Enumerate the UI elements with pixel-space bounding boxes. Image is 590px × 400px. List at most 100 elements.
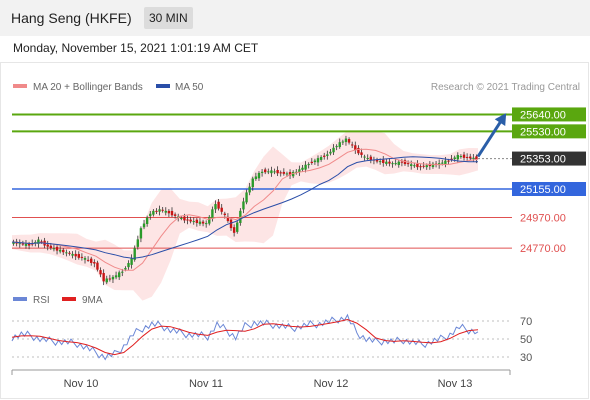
level-tag-resistance bbox=[512, 107, 586, 122]
candle bbox=[354, 141, 357, 154]
candle bbox=[257, 171, 261, 182]
candle bbox=[332, 144, 335, 156]
legend-swatch-ma50 bbox=[156, 84, 170, 88]
candle bbox=[192, 217, 195, 225]
candle-body bbox=[313, 160, 317, 163]
candle-body bbox=[229, 219, 233, 229]
candle bbox=[273, 168, 276, 175]
candle bbox=[93, 259, 96, 268]
candle-body bbox=[102, 272, 105, 282]
candle-body bbox=[382, 159, 385, 164]
candle bbox=[167, 209, 171, 217]
candle bbox=[400, 158, 404, 167]
candle bbox=[145, 215, 149, 227]
candle-body bbox=[282, 171, 286, 174]
candle bbox=[251, 176, 254, 191]
candle-body bbox=[332, 147, 335, 153]
candle-body bbox=[158, 209, 161, 212]
candle bbox=[391, 161, 394, 168]
candle-body bbox=[431, 163, 435, 168]
candle-body bbox=[108, 278, 112, 280]
level-label-support: 24770.00 bbox=[520, 243, 566, 255]
candle-body bbox=[248, 186, 251, 193]
level-label-resistance: 25640.00 bbox=[520, 109, 566, 121]
candle-body bbox=[391, 163, 394, 165]
candles bbox=[12, 135, 478, 286]
candle-body bbox=[316, 158, 320, 163]
candle-body bbox=[406, 163, 410, 165]
candle bbox=[130, 254, 133, 269]
candle-body bbox=[226, 216, 230, 222]
candle-body bbox=[180, 218, 183, 220]
candle bbox=[46, 240, 49, 251]
candle-body bbox=[419, 166, 422, 168]
candle-body bbox=[139, 228, 143, 239]
interval-button[interactable]: 30 MIN bbox=[144, 7, 193, 29]
candle-body bbox=[291, 171, 295, 177]
candle-body bbox=[360, 152, 363, 155]
candle bbox=[65, 249, 68, 257]
candle bbox=[142, 219, 146, 230]
candle-body bbox=[375, 159, 379, 162]
candle bbox=[149, 210, 152, 220]
level-tag-resistance bbox=[512, 124, 586, 139]
candle bbox=[316, 155, 320, 167]
candle bbox=[52, 244, 56, 252]
candle-body bbox=[354, 145, 357, 151]
candle-body bbox=[167, 210, 171, 214]
candle-body bbox=[136, 239, 140, 247]
candle-body bbox=[214, 204, 217, 210]
candle bbox=[319, 155, 323, 162]
candle-body bbox=[270, 170, 273, 174]
candle-body bbox=[276, 169, 279, 174]
candle-body bbox=[456, 155, 460, 160]
forecast-arrow-shaft bbox=[476, 115, 506, 158]
candle-body bbox=[208, 216, 211, 224]
ma20-line bbox=[11, 148, 479, 271]
candle bbox=[180, 216, 183, 221]
candle-body bbox=[198, 221, 202, 224]
chart-datetime: Monday, November 15, 2021 1:01:19 AM CET bbox=[13, 41, 259, 55]
candle bbox=[214, 200, 217, 214]
candle bbox=[152, 209, 155, 217]
candle bbox=[295, 169, 298, 175]
moving-averages bbox=[11, 148, 479, 271]
candle-body bbox=[12, 241, 15, 244]
legend-label-rsi: RSI bbox=[33, 295, 50, 306]
candle bbox=[313, 158, 317, 165]
candle-body bbox=[295, 171, 298, 173]
x-tick-label: Nov 13 bbox=[438, 378, 473, 390]
candle bbox=[307, 162, 310, 169]
candle bbox=[276, 166, 279, 177]
candle bbox=[127, 260, 130, 270]
candle-body bbox=[130, 258, 133, 265]
candle-body bbox=[285, 173, 289, 175]
candle-body bbox=[217, 201, 220, 209]
candle bbox=[155, 208, 158, 215]
candle-body bbox=[155, 210, 158, 212]
candle bbox=[68, 250, 71, 256]
candle-body bbox=[378, 161, 382, 163]
candle bbox=[263, 167, 267, 175]
candle-body bbox=[450, 158, 453, 160]
candle bbox=[189, 216, 192, 224]
candle bbox=[83, 256, 87, 264]
candle-body bbox=[394, 163, 397, 165]
candle-body bbox=[410, 164, 413, 166]
candle-body bbox=[329, 151, 332, 154]
candle bbox=[338, 138, 341, 149]
candle-body bbox=[242, 201, 245, 210]
candle bbox=[397, 159, 400, 168]
candle-body bbox=[201, 221, 205, 224]
rsi-ma-line bbox=[11, 318, 479, 356]
candle-body bbox=[304, 164, 307, 170]
candle bbox=[242, 197, 245, 214]
legend-label-ma20: MA 20 + Bollinger Bands bbox=[33, 82, 143, 93]
x-tick-label: Nov 10 bbox=[64, 378, 99, 390]
candle-body bbox=[344, 138, 348, 143]
candle bbox=[226, 213, 230, 223]
candle bbox=[326, 150, 329, 160]
candle-body bbox=[385, 161, 388, 164]
candle-body bbox=[220, 207, 223, 212]
candle-body bbox=[74, 253, 77, 257]
